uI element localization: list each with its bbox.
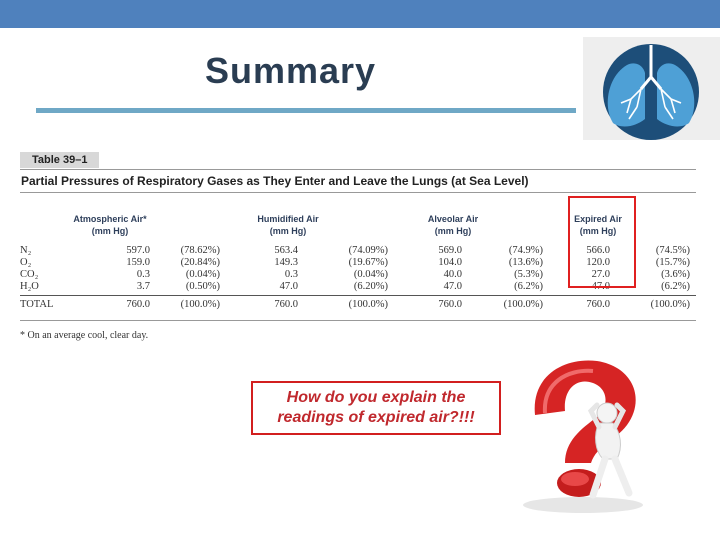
question-text: How do you explain the readings of expir…	[277, 388, 474, 428]
title-underline	[36, 108, 576, 113]
table-cell: (74.9%)	[508, 245, 543, 256]
table-cell: 563.4	[274, 245, 298, 256]
column-header-atmospheric: Atmospheric Air* (mm Hg)	[70, 213, 150, 237]
table-cell: 566.0	[586, 245, 610, 256]
top-banner	[0, 0, 720, 28]
total-divider	[20, 295, 696, 296]
table-cell: 760.0	[586, 299, 610, 310]
table-cell: 0.3	[284, 269, 298, 280]
gas-label: N₂	[20, 245, 32, 256]
table-divider	[20, 169, 696, 170]
table-cell: (15.7%)	[655, 257, 690, 268]
table-cell: (100.0%)	[503, 299, 543, 310]
table-label: Table 39–1	[20, 152, 100, 168]
question-box: How do you explain the readings of expir…	[251, 381, 501, 435]
gas-label: H₂O	[20, 281, 39, 292]
table-cell: (74.09%)	[348, 245, 388, 256]
table-cell: (78.62%)	[180, 245, 220, 256]
gas-label: TOTAL	[20, 299, 54, 310]
table-cell: (13.6%)	[508, 257, 543, 268]
table-cell: 3.7	[136, 281, 150, 292]
column-name: Humidified Air	[257, 214, 319, 224]
table-cell: 760.0	[274, 299, 298, 310]
table-cell: 760.0	[126, 299, 150, 310]
column-unit: (mm Hg)	[269, 226, 307, 236]
table-cell: 569.0	[438, 245, 462, 256]
table-cell: 120.0	[586, 257, 610, 268]
table-cell: (100.0%)	[348, 299, 388, 310]
column-unit: (mm Hg)	[434, 226, 472, 236]
table-cell: (6.2%)	[514, 281, 543, 292]
table-cell: (74.5%)	[655, 245, 690, 256]
table-cell: (100.0%)	[180, 299, 220, 310]
slide-title: Summary	[205, 50, 377, 91]
table-cell: (6.2%)	[661, 281, 690, 292]
table-cell: (3.6%)	[661, 269, 690, 280]
column-header-humidified: Humidified Air (mm Hg)	[248, 213, 328, 237]
table-divider	[20, 192, 696, 193]
table-cell: 47.0	[279, 281, 298, 292]
question-mark-figure	[505, 355, 655, 515]
gas-label: O₂	[20, 257, 32, 268]
table-cell: (20.84%)	[180, 257, 220, 268]
column-header-alveolar: Alveolar Air (mm Hg)	[413, 213, 493, 237]
table-cell: 159.0	[126, 257, 150, 268]
gas-label: CO₂	[20, 269, 39, 280]
table-cell: 104.0	[438, 257, 462, 268]
table-cell: 27.0	[591, 269, 610, 280]
table-cell: 0.3	[136, 269, 150, 280]
table-cell: (19.67%)	[348, 257, 388, 268]
table-cell: 149.3	[274, 257, 298, 268]
column-unit: (mm Hg)	[91, 226, 129, 236]
expired-air-highlight	[568, 196, 636, 288]
table-cell: (0.04%)	[185, 269, 220, 280]
column-name: Expired Air	[574, 214, 622, 224]
table-cell: (0.50%)	[185, 281, 220, 292]
table-cell: 760.0	[438, 299, 462, 310]
column-header-expired: Expired Air (mm Hg)	[558, 213, 638, 237]
question-line: readings of expired air?!!!	[277, 409, 475, 426]
table-cell: (0.04%)	[353, 269, 388, 280]
column-unit: (mm Hg)	[579, 226, 617, 236]
table-footnote: * On an average cool, clear day.	[20, 330, 149, 341]
lungs-icon	[583, 37, 720, 140]
question-line: How do you explain the	[286, 389, 466, 406]
table-cell: (5.3%)	[514, 269, 543, 280]
table-cell: (100.0%)	[650, 299, 690, 310]
gas-table: Table 39–1 Partial Pressures of Respirat…	[20, 150, 696, 341]
table-title: Partial Pressures of Respiratory Gases a…	[21, 174, 529, 188]
column-name: Atmospheric Air*	[73, 214, 147, 224]
table-cell: 47.0	[443, 281, 462, 292]
table-cell: (6.20%)	[353, 281, 388, 292]
column-name: Alveolar Air	[427, 214, 479, 224]
table-cell: 40.0	[443, 269, 462, 280]
table-cell: 597.0	[126, 245, 150, 256]
table-bottom-rule	[20, 320, 696, 321]
